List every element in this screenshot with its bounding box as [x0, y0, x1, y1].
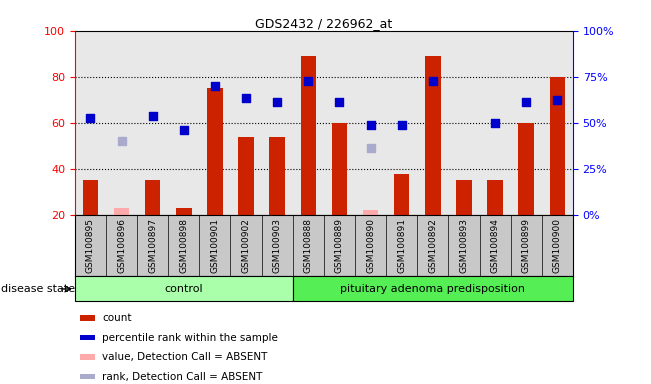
Bar — [394, 174, 409, 215]
Bar — [145, 180, 160, 215]
Text: GSM100892: GSM100892 — [428, 218, 437, 273]
Point — [552, 97, 562, 103]
Text: control: control — [165, 284, 203, 294]
Text: GSM100902: GSM100902 — [242, 218, 251, 273]
Point — [210, 83, 220, 89]
Text: GSM100897: GSM100897 — [148, 218, 157, 273]
Point — [85, 115, 96, 121]
Text: GSM100890: GSM100890 — [366, 218, 375, 273]
Bar — [114, 208, 130, 215]
Bar — [456, 180, 472, 215]
Point — [396, 122, 407, 128]
Text: GSM100888: GSM100888 — [304, 218, 313, 273]
Point — [365, 122, 376, 128]
Text: GSM100903: GSM100903 — [273, 218, 282, 273]
Text: percentile rank within the sample: percentile rank within the sample — [102, 333, 278, 343]
Text: GSM100901: GSM100901 — [210, 218, 219, 273]
Text: disease state: disease state — [1, 284, 76, 294]
Point — [365, 145, 376, 151]
Bar — [363, 210, 378, 215]
Text: value, Detection Call = ABSENT: value, Detection Call = ABSENT — [102, 352, 268, 362]
Text: GSM100893: GSM100893 — [460, 218, 469, 273]
Bar — [75, 276, 293, 301]
Point — [521, 99, 531, 105]
Text: GSM100894: GSM100894 — [491, 218, 499, 273]
Text: GSM100889: GSM100889 — [335, 218, 344, 273]
Bar — [176, 208, 191, 215]
Bar — [518, 123, 534, 215]
Point — [241, 94, 251, 101]
Bar — [425, 56, 441, 215]
Bar — [80, 354, 95, 360]
Bar — [549, 77, 565, 215]
Text: GSM100896: GSM100896 — [117, 218, 126, 273]
Text: GSM100891: GSM100891 — [397, 218, 406, 273]
Bar — [83, 180, 98, 215]
Point — [117, 138, 127, 144]
Text: count: count — [102, 313, 132, 323]
Text: rank, Detection Call = ABSENT: rank, Detection Call = ABSENT — [102, 371, 262, 382]
Point — [148, 113, 158, 119]
Bar — [331, 123, 347, 215]
Bar — [488, 180, 503, 215]
Text: GSM100900: GSM100900 — [553, 218, 562, 273]
Point — [428, 78, 438, 84]
Text: pituitary adenoma predisposition: pituitary adenoma predisposition — [340, 284, 525, 294]
Bar — [301, 56, 316, 215]
Bar — [80, 374, 95, 379]
Text: GSM100898: GSM100898 — [179, 218, 188, 273]
Point — [490, 120, 500, 126]
Text: GSM100895: GSM100895 — [86, 218, 95, 273]
Point — [178, 127, 189, 133]
Point — [272, 99, 283, 105]
Bar — [270, 137, 285, 215]
Bar — [293, 276, 573, 301]
Point — [334, 99, 344, 105]
Bar — [80, 335, 95, 340]
Text: GSM100899: GSM100899 — [521, 218, 531, 273]
Bar — [238, 137, 254, 215]
Bar — [207, 88, 223, 215]
Point — [303, 78, 314, 84]
Text: GDS2432 / 226962_at: GDS2432 / 226962_at — [255, 17, 393, 30]
Bar — [80, 316, 95, 321]
